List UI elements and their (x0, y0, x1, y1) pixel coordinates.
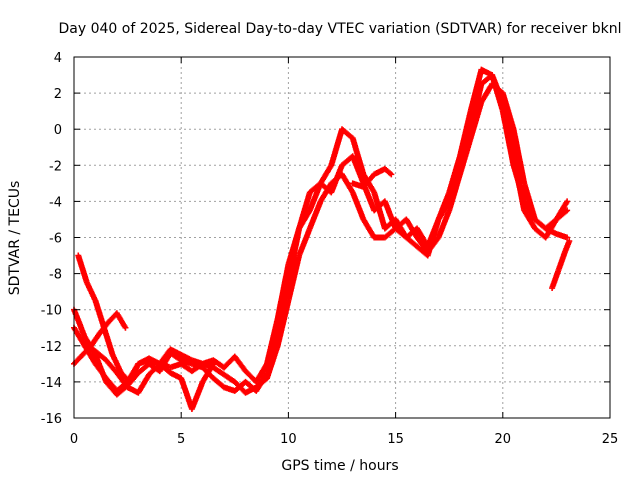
series-marker-trail (72, 311, 128, 366)
x-tick-label: 25 (602, 432, 619, 447)
y-tick-label: -2 (49, 159, 62, 174)
tick-layer: 0 5 10 15 20 25 -16 -14 -12 -10 -8 -6 -4 -2 0 2 4 (41, 51, 619, 447)
series-track-6 (349, 165, 395, 190)
series-track-7 (549, 238, 573, 292)
y-tick-label: -12 (41, 340, 62, 355)
series-track-3 (75, 72, 571, 385)
y-tick-label: -8 (49, 268, 62, 283)
series-track-5 (81, 342, 217, 412)
y-tick-label: 2 (54, 87, 62, 102)
series-marker-trail (83, 343, 216, 411)
x-axis-title: GPS time / hours (281, 458, 398, 474)
series-track-2 (71, 81, 571, 396)
y-tick-label: -10 (41, 304, 62, 319)
series-track-4 (71, 310, 129, 367)
chart-title: Day 040 of 2025, Sidereal Day-to-day VTE… (59, 21, 622, 37)
y-tick-label: 4 (54, 51, 62, 66)
y-tick-label: -16 (41, 412, 62, 427)
series-marker-trail (75, 73, 569, 384)
x-tick-label: 15 (387, 432, 404, 447)
series-track-1 (71, 66, 571, 398)
y-tick-label: -6 (49, 232, 62, 247)
x-tick-label: 0 (70, 432, 78, 447)
series-marker-trail (351, 166, 393, 190)
y-axis-title: SDTVAR / TECUs (7, 181, 23, 296)
x-tick-label: 5 (177, 432, 185, 447)
series-marker-trail (549, 239, 572, 290)
series-marker-trail (71, 67, 570, 397)
x-tick-label: 10 (280, 432, 297, 447)
series-layer (71, 66, 573, 412)
y-tick-label: 0 (54, 123, 62, 138)
x-tick-label: 20 (495, 432, 512, 447)
y-tick-label: -14 (41, 376, 62, 391)
y-tick-label: -4 (49, 195, 62, 210)
